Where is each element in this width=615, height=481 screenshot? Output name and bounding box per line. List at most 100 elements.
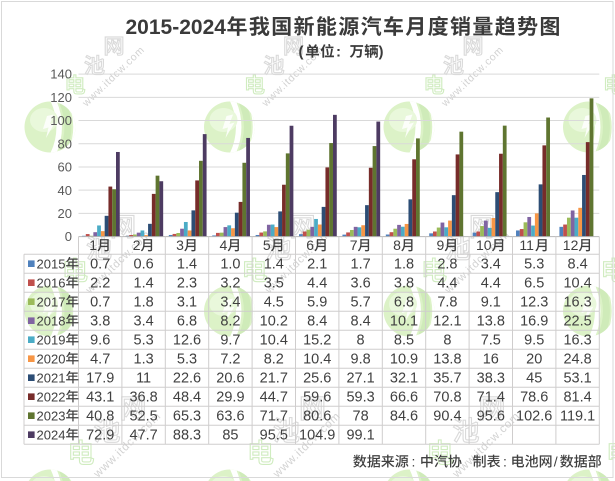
- svg-text:11: 11: [519, 237, 534, 253]
- svg-text:52.5: 52.5: [129, 409, 157, 425]
- svg-text:1.4: 1.4: [177, 257, 197, 273]
- svg-text:95.5: 95.5: [260, 428, 288, 444]
- svg-text:3.8: 3.8: [90, 314, 110, 330]
- svg-text:9.8: 9.8: [351, 352, 371, 368]
- svg-text:85: 85: [222, 428, 238, 444]
- svg-text:8.4: 8.4: [307, 314, 327, 330]
- svg-text:17.9: 17.9: [86, 371, 114, 387]
- svg-text:66.6: 66.6: [390, 390, 418, 406]
- svg-text:9.1: 9.1: [481, 295, 501, 311]
- svg-text:2021: 2021: [37, 370, 66, 385]
- svg-text:47.7: 47.7: [129, 428, 157, 444]
- svg-text:(: (: [299, 44, 304, 61]
- svg-text:102.6: 102.6: [516, 409, 552, 425]
- svg-text:3: 3: [176, 237, 184, 253]
- svg-text:4.7: 4.7: [90, 352, 110, 368]
- svg-text:3.4: 3.4: [481, 257, 501, 273]
- svg-text:1.3: 1.3: [134, 352, 154, 368]
- svg-text:0.7: 0.7: [90, 257, 110, 273]
- svg-text:5.3: 5.3: [524, 257, 544, 273]
- svg-text:9.5: 9.5: [524, 333, 544, 349]
- svg-text:71.4: 71.4: [477, 390, 505, 406]
- svg-text:2015-2024: 2015-2024: [126, 16, 227, 39]
- svg-text:3.4: 3.4: [134, 314, 154, 330]
- svg-text:43.1: 43.1: [86, 390, 114, 406]
- svg-text:1.4: 1.4: [134, 276, 154, 292]
- svg-text:45: 45: [526, 371, 542, 387]
- svg-text:16.3: 16.3: [563, 333, 591, 349]
- svg-text:120: 120: [50, 90, 72, 105]
- svg-text:22.6: 22.6: [173, 371, 201, 387]
- svg-text::: :: [412, 453, 416, 469]
- svg-text:2022: 2022: [37, 389, 66, 404]
- svg-text::: :: [336, 44, 341, 61]
- svg-text:2020: 2020: [37, 351, 66, 366]
- svg-text:78.6: 78.6: [520, 390, 548, 406]
- svg-text:48.4: 48.4: [173, 390, 201, 406]
- svg-text:): ): [379, 44, 384, 61]
- svg-text:3.6: 3.6: [351, 276, 371, 292]
- svg-text:4.5: 4.5: [264, 295, 284, 311]
- svg-text:9.7: 9.7: [220, 333, 240, 349]
- svg-text:6.8: 6.8: [177, 314, 197, 330]
- svg-text:1.7: 1.7: [351, 257, 371, 273]
- svg-text:10: 10: [476, 237, 492, 253]
- svg-text:12.3: 12.3: [520, 295, 548, 311]
- svg-text:12.1: 12.1: [433, 314, 461, 330]
- svg-text:0.7: 0.7: [90, 295, 110, 311]
- svg-text:71.7: 71.7: [260, 409, 288, 425]
- svg-text:1.8: 1.8: [134, 295, 154, 311]
- svg-text:24.8: 24.8: [563, 352, 591, 368]
- svg-text:6.8: 6.8: [394, 295, 414, 311]
- svg-text:60: 60: [58, 160, 72, 175]
- svg-text:21.7: 21.7: [260, 371, 288, 387]
- svg-text:32.1: 32.1: [390, 371, 418, 387]
- svg-text:99.1: 99.1: [346, 428, 374, 444]
- svg-text:10.4: 10.4: [260, 333, 288, 349]
- svg-text:4: 4: [220, 237, 228, 253]
- svg-text:84.6: 84.6: [390, 409, 418, 425]
- svg-text:5: 5: [263, 237, 271, 253]
- svg-text:88.3: 88.3: [173, 428, 201, 444]
- svg-text:90.4: 90.4: [433, 409, 461, 425]
- svg-text:20: 20: [58, 206, 72, 221]
- svg-text:13.8: 13.8: [477, 314, 505, 330]
- svg-text:29.9: 29.9: [216, 390, 244, 406]
- svg-text:9: 9: [437, 237, 445, 253]
- svg-text:2.1: 2.1: [307, 257, 327, 273]
- svg-text:15.2: 15.2: [303, 333, 331, 349]
- svg-text:7.8: 7.8: [437, 295, 457, 311]
- svg-text:8: 8: [393, 237, 401, 253]
- svg-text:5.3: 5.3: [177, 352, 197, 368]
- svg-text:1.0: 1.0: [220, 257, 240, 273]
- svg-text:72.9: 72.9: [86, 428, 114, 444]
- svg-text:80: 80: [58, 136, 72, 151]
- svg-text:70.8: 70.8: [433, 390, 461, 406]
- svg-text:2017: 2017: [37, 294, 66, 309]
- svg-text:140: 140: [50, 67, 72, 82]
- svg-text:2015: 2015: [37, 256, 66, 271]
- svg-text:10.4: 10.4: [563, 276, 591, 292]
- svg-text:10.4: 10.4: [303, 352, 331, 368]
- svg-text:80.6: 80.6: [303, 409, 331, 425]
- svg-text:4.4: 4.4: [437, 276, 457, 292]
- svg-text:40.8: 40.8: [86, 409, 114, 425]
- svg-text::: :: [503, 453, 507, 469]
- svg-text:11: 11: [136, 371, 151, 387]
- svg-text:8.4: 8.4: [351, 314, 371, 330]
- svg-text:12.6: 12.6: [173, 333, 201, 349]
- svg-text:5.9: 5.9: [307, 295, 327, 311]
- svg-text:2.8: 2.8: [437, 257, 457, 273]
- svg-text:2018: 2018: [37, 313, 66, 328]
- svg-text:81.4: 81.4: [563, 390, 591, 406]
- svg-text:16.9: 16.9: [520, 314, 548, 330]
- svg-text:44.7: 44.7: [260, 390, 288, 406]
- svg-text:65.3: 65.3: [173, 409, 201, 425]
- svg-text:104.9: 104.9: [299, 428, 335, 444]
- svg-text:6.5: 6.5: [524, 276, 544, 292]
- svg-text:10.1: 10.1: [390, 314, 418, 330]
- svg-text:2016: 2016: [37, 275, 66, 290]
- svg-text:119.1: 119.1: [560, 409, 595, 425]
- svg-text:0: 0: [65, 229, 72, 244]
- svg-text:10.9: 10.9: [390, 352, 418, 368]
